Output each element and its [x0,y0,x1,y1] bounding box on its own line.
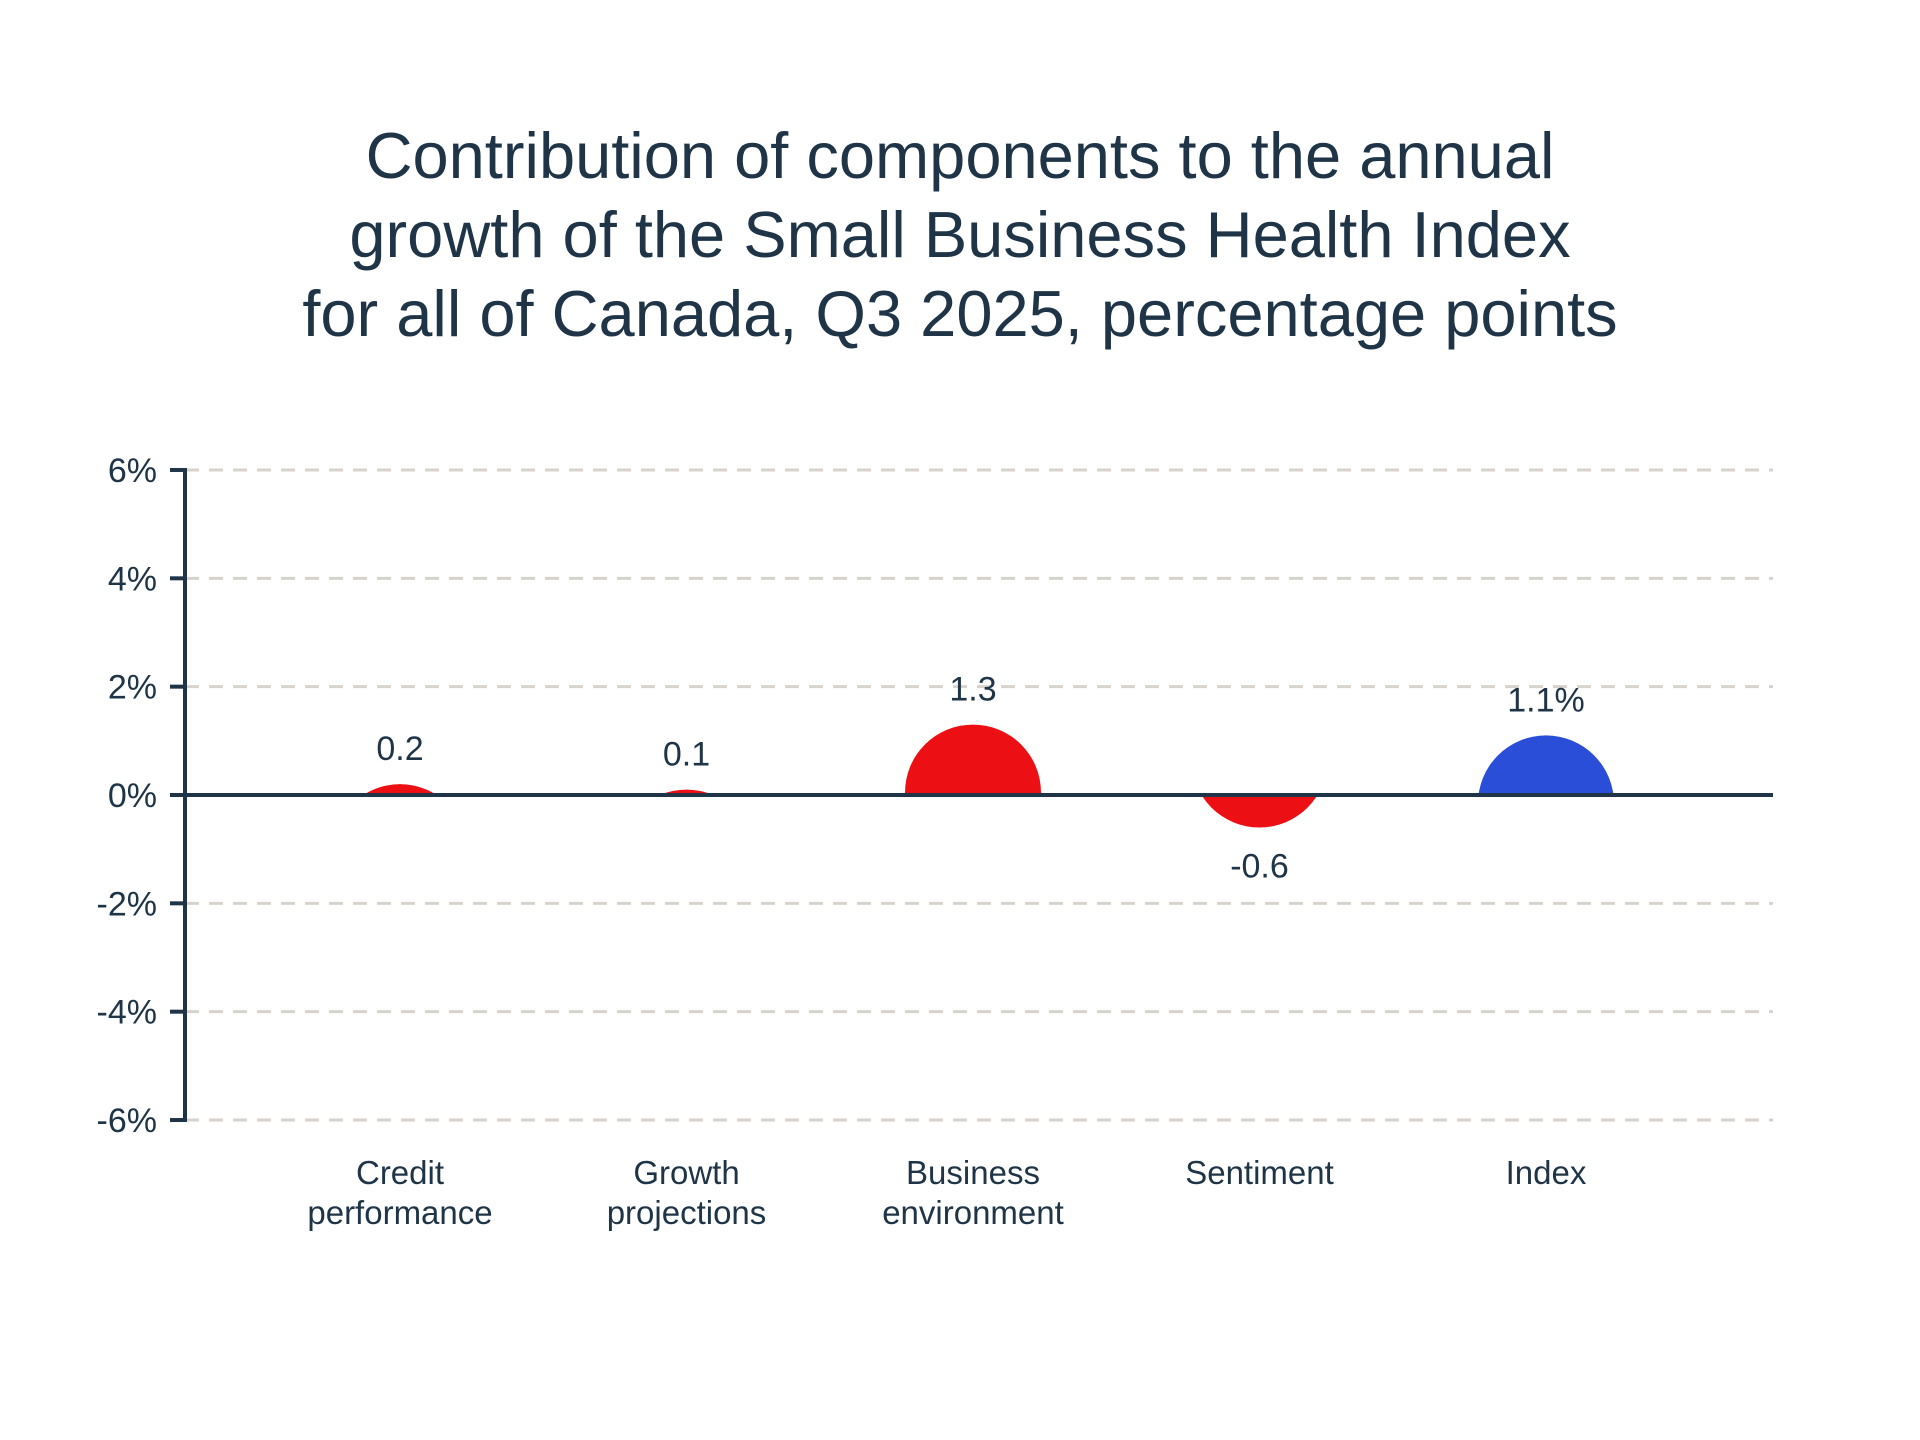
chart-title-line-1: Contribution of components to the annual [365,119,1555,192]
chart-title-line-2: growth of the Small Business Health Inde… [349,198,1571,271]
category-label: Business [906,1154,1040,1191]
category-label: projections [607,1194,767,1231]
category-label: Growth [633,1154,739,1191]
category-label: Credit [356,1154,444,1191]
y-tick-label: -6% [97,1102,157,1140]
category-label: environment [882,1194,1064,1231]
axis-group: 6% 4% 2% 0% -2% -4% -6% [97,452,187,1140]
bubble [363,784,437,795]
y-tick-label: -4% [97,994,157,1032]
gridlines-group [185,468,1773,1122]
y-tick-label: 6% [108,452,157,490]
category-label: Index [1506,1154,1587,1191]
category-label: Sentiment [1185,1154,1334,1191]
value-label: 0.2 [376,730,423,768]
value-label: 0.1 [663,736,710,774]
bubble [905,724,1041,795]
chart-title-line-3: for all of Canada, Q3 2025, percentage p… [302,277,1618,350]
bubble [1478,735,1614,795]
bubbles-group [363,724,1614,828]
value-label: 1.3 [949,671,996,709]
value-label: 1.1% [1507,681,1585,719]
value-label: -0.6 [1230,848,1289,886]
y-tick-label: 0% [108,777,157,815]
chart-title: Contribution of components to the annual… [0,116,1920,353]
y-tick-label: 2% [108,669,157,707]
y-tick-label: 4% [108,560,157,598]
bubble [659,789,714,795]
category-label: performance [307,1194,492,1231]
y-tick-label: -2% [97,885,157,923]
bubble [1201,795,1318,828]
